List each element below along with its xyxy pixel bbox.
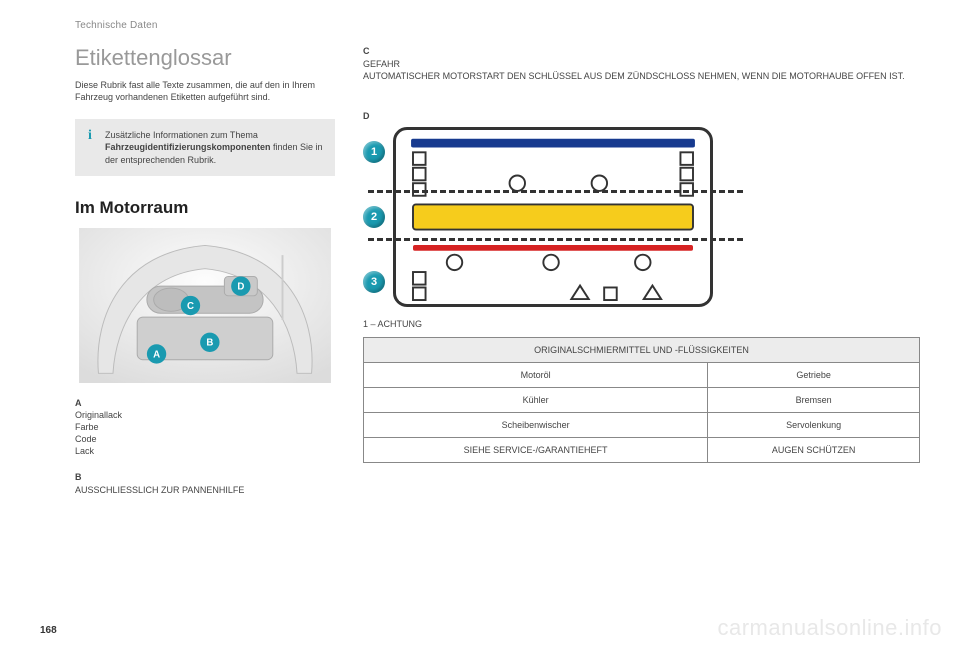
column-left: Etikettenglossar Diese Rubrik fast alle … [75,45,335,496]
intro-text: Diese Rubrik fast alle Texte zusammen, d… [75,79,335,103]
marker-c: C [187,301,194,312]
dash-line-1 [368,190,743,193]
fluids-header: ORIGINALSCHMIERMITTEL UND -FLÜSSIGKEITEN [364,337,920,362]
fluids-cell: Getriebe [708,362,920,387]
info-icon: i [83,129,97,143]
marker-b: B [206,337,213,348]
block-a-line-1: Farbe [75,422,99,432]
bubble-2: 2 [363,206,385,228]
bubble-1: 1 [363,141,385,163]
block-a-line-0: Originallack [75,410,122,420]
diagram-number-bubbles: 1 2 3 [363,127,385,307]
marker-d: D [237,281,244,292]
watermark: carmanualsonline.info [717,615,942,641]
fluids-cell: AUGEN SCHÜTZEN [708,437,920,462]
info-text-bold: Fahrzeugidentifizierungskomponenten [105,142,271,152]
fluids-cell: SIEHE SERVICE-/GARANTIEHEFT [364,437,708,462]
block-a: A Originallack Farbe Code Lack [75,397,335,458]
info-text-prefix: Zusätzliche Informationen zum Thema [105,130,258,140]
achtung-label: 1 – ACHTUNG [363,319,920,329]
dash-line-2 [368,238,743,241]
fluids-table: ORIGINALSCHMIERMITTEL UND -FLÜSSIGKEITEN… [363,337,920,463]
column-right: C GEFAHR AUTOMATISCHER MOTORSTART DEN SC… [363,45,920,496]
bubble-3: 3 [363,271,385,293]
block-c-line-1: AUTOMATISCHER MOTORSTART DEN SCHLÜSSEL A… [363,71,905,81]
block-a-label: A [75,397,335,409]
block-b: B AUSSCHLIESSLICH ZUR PANNENHILFE [75,471,335,495]
page-root: Technische Daten Etikettenglossar Diese … [0,0,960,649]
diagram-svg [399,133,707,301]
info-callout: i Zusätzliche Informationen zum Thema Fa… [75,119,335,175]
block-a-line-2: Code [75,434,97,444]
section-label: Technische Daten [75,20,920,31]
block-c: C GEFAHR AUTOMATISCHER MOTORSTART DEN SC… [363,45,920,83]
block-a-line-3: Lack [75,446,94,456]
block-c-label: C [363,45,920,58]
block-d-label: D [363,111,920,121]
diagram-box [393,127,713,307]
fluids-cell: Bremsen [708,387,920,412]
fluids-cell: Servolenkung [708,412,920,437]
block-c-line-0: GEFAHR [363,59,400,69]
block-b-label: B [75,471,335,483]
page-title: Etikettenglossar [75,45,335,71]
columns: Etikettenglossar Diese Rubrik fast alle … [75,45,920,496]
block-b-text: AUSSCHLIESSLICH ZUR PANNENHILFE [75,485,244,495]
diagram-d: 1 2 3 [363,127,920,307]
marker-a: A [153,349,160,360]
page-number: 168 [40,625,57,636]
engine-bay-illustration: A B C D [75,228,335,383]
fluids-cell: Motoröl [364,362,708,387]
fluids-cell: Scheibenwischer [364,412,708,437]
fluids-cell: Kühler [364,387,708,412]
heading-engine-bay: Im Motorraum [75,198,335,218]
